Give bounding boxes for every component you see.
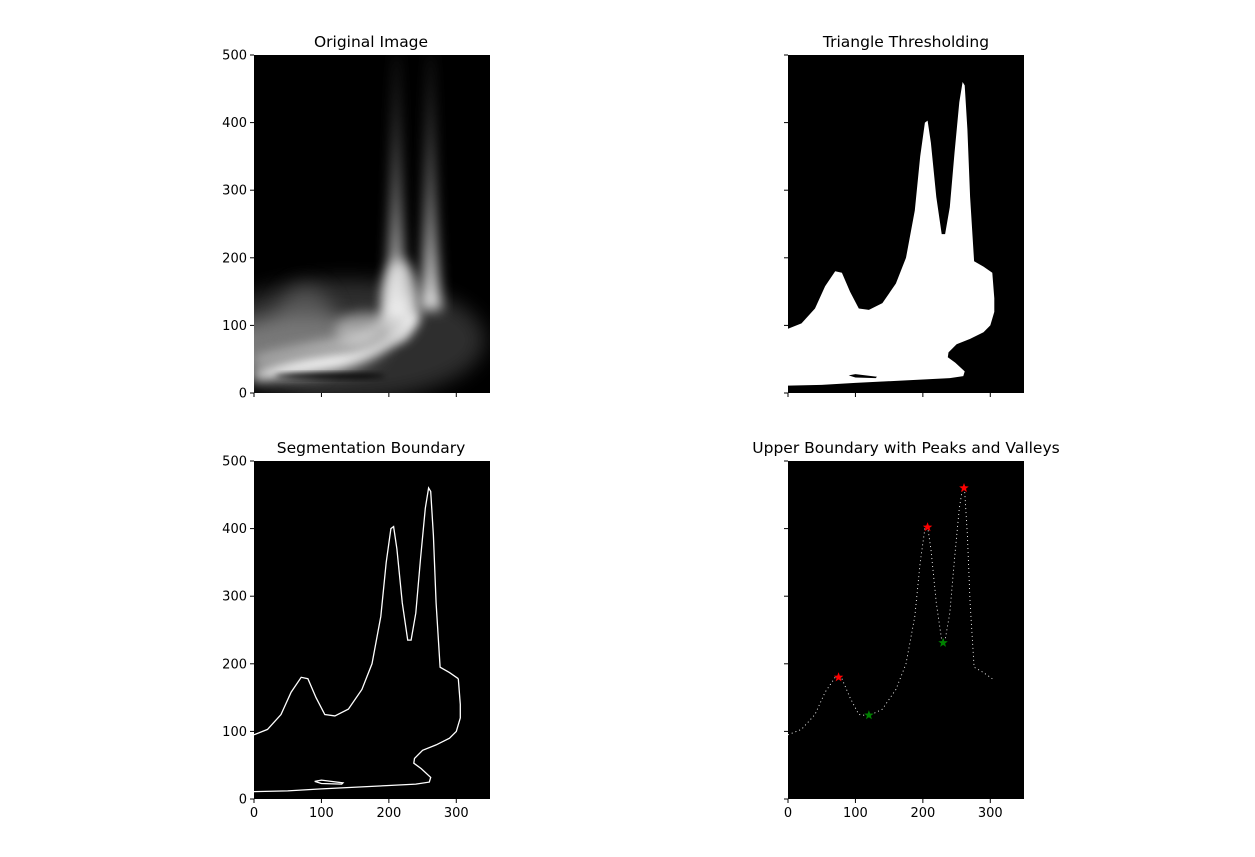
chart-title: Upper Boundary with Peaks and Valleys — [752, 439, 1059, 457]
plot-background — [788, 461, 1024, 799]
peak-marker — [959, 483, 969, 493]
axes-ticks: 0 100 200 300 400 500 0 100 200 300 400 500 0 100 200 3… — [222, 49, 1003, 822]
x-tick-label: 100 — [309, 806, 334, 821]
peak-marker — [922, 522, 933, 532]
x-tick-label: 0 — [784, 806, 792, 821]
valley-marker — [864, 710, 874, 720]
y-tick-label: 300 — [222, 184, 247, 199]
y-tick-label: 400 — [222, 116, 247, 131]
x-tick-label: 0 — [250, 806, 258, 821]
x-tick-label: 100 — [843, 806, 868, 821]
y-tick-label: 500 — [222, 49, 247, 64]
peak-marker — [833, 672, 844, 682]
threshold-region — [788, 82, 995, 386]
x-tick-label: 200 — [910, 806, 935, 821]
x-tick-label: 200 — [376, 806, 401, 821]
y-tick-label: 400 — [222, 522, 247, 537]
chart-title: Original Image — [314, 33, 428, 51]
grayscale-image — [254, 55, 485, 393]
chart-title: Triangle Thresholding — [822, 33, 989, 51]
panel-segmentation-boundary: Segmentation Boundary — [253, 439, 490, 799]
x-tick-label: 300 — [444, 806, 469, 821]
y-tick-label: 0 — [239, 387, 247, 402]
y-tick-label: 0 — [239, 793, 247, 808]
y-tick-label: 500 — [222, 455, 247, 470]
upper-boundary-line — [253, 486, 459, 736]
panel-original-image: Original Image — [254, 33, 490, 393]
y-tick-label: 100 — [222, 319, 247, 334]
chart-title: Segmentation Boundary — [277, 439, 466, 457]
panel-peaks-valleys: Upper Boundary with Peaks and Valleys — [752, 439, 1060, 799]
x-tick-label: 300 — [978, 806, 1003, 821]
panel-triangle-thresholding: Triangle Thresholding — [788, 33, 1024, 393]
y-tick-label: 200 — [222, 657, 247, 672]
plot-background — [254, 461, 490, 799]
y-tick-label: 200 — [222, 251, 247, 266]
lower-boundary-line — [253, 678, 461, 793]
y-tick-label: 300 — [222, 590, 247, 605]
small-loop-line — [314, 779, 345, 785]
y-tick-label: 100 — [222, 725, 247, 740]
valley-marker — [938, 637, 948, 647]
threshold-hole — [848, 374, 877, 379]
peak-valley-markers — [833, 483, 969, 720]
